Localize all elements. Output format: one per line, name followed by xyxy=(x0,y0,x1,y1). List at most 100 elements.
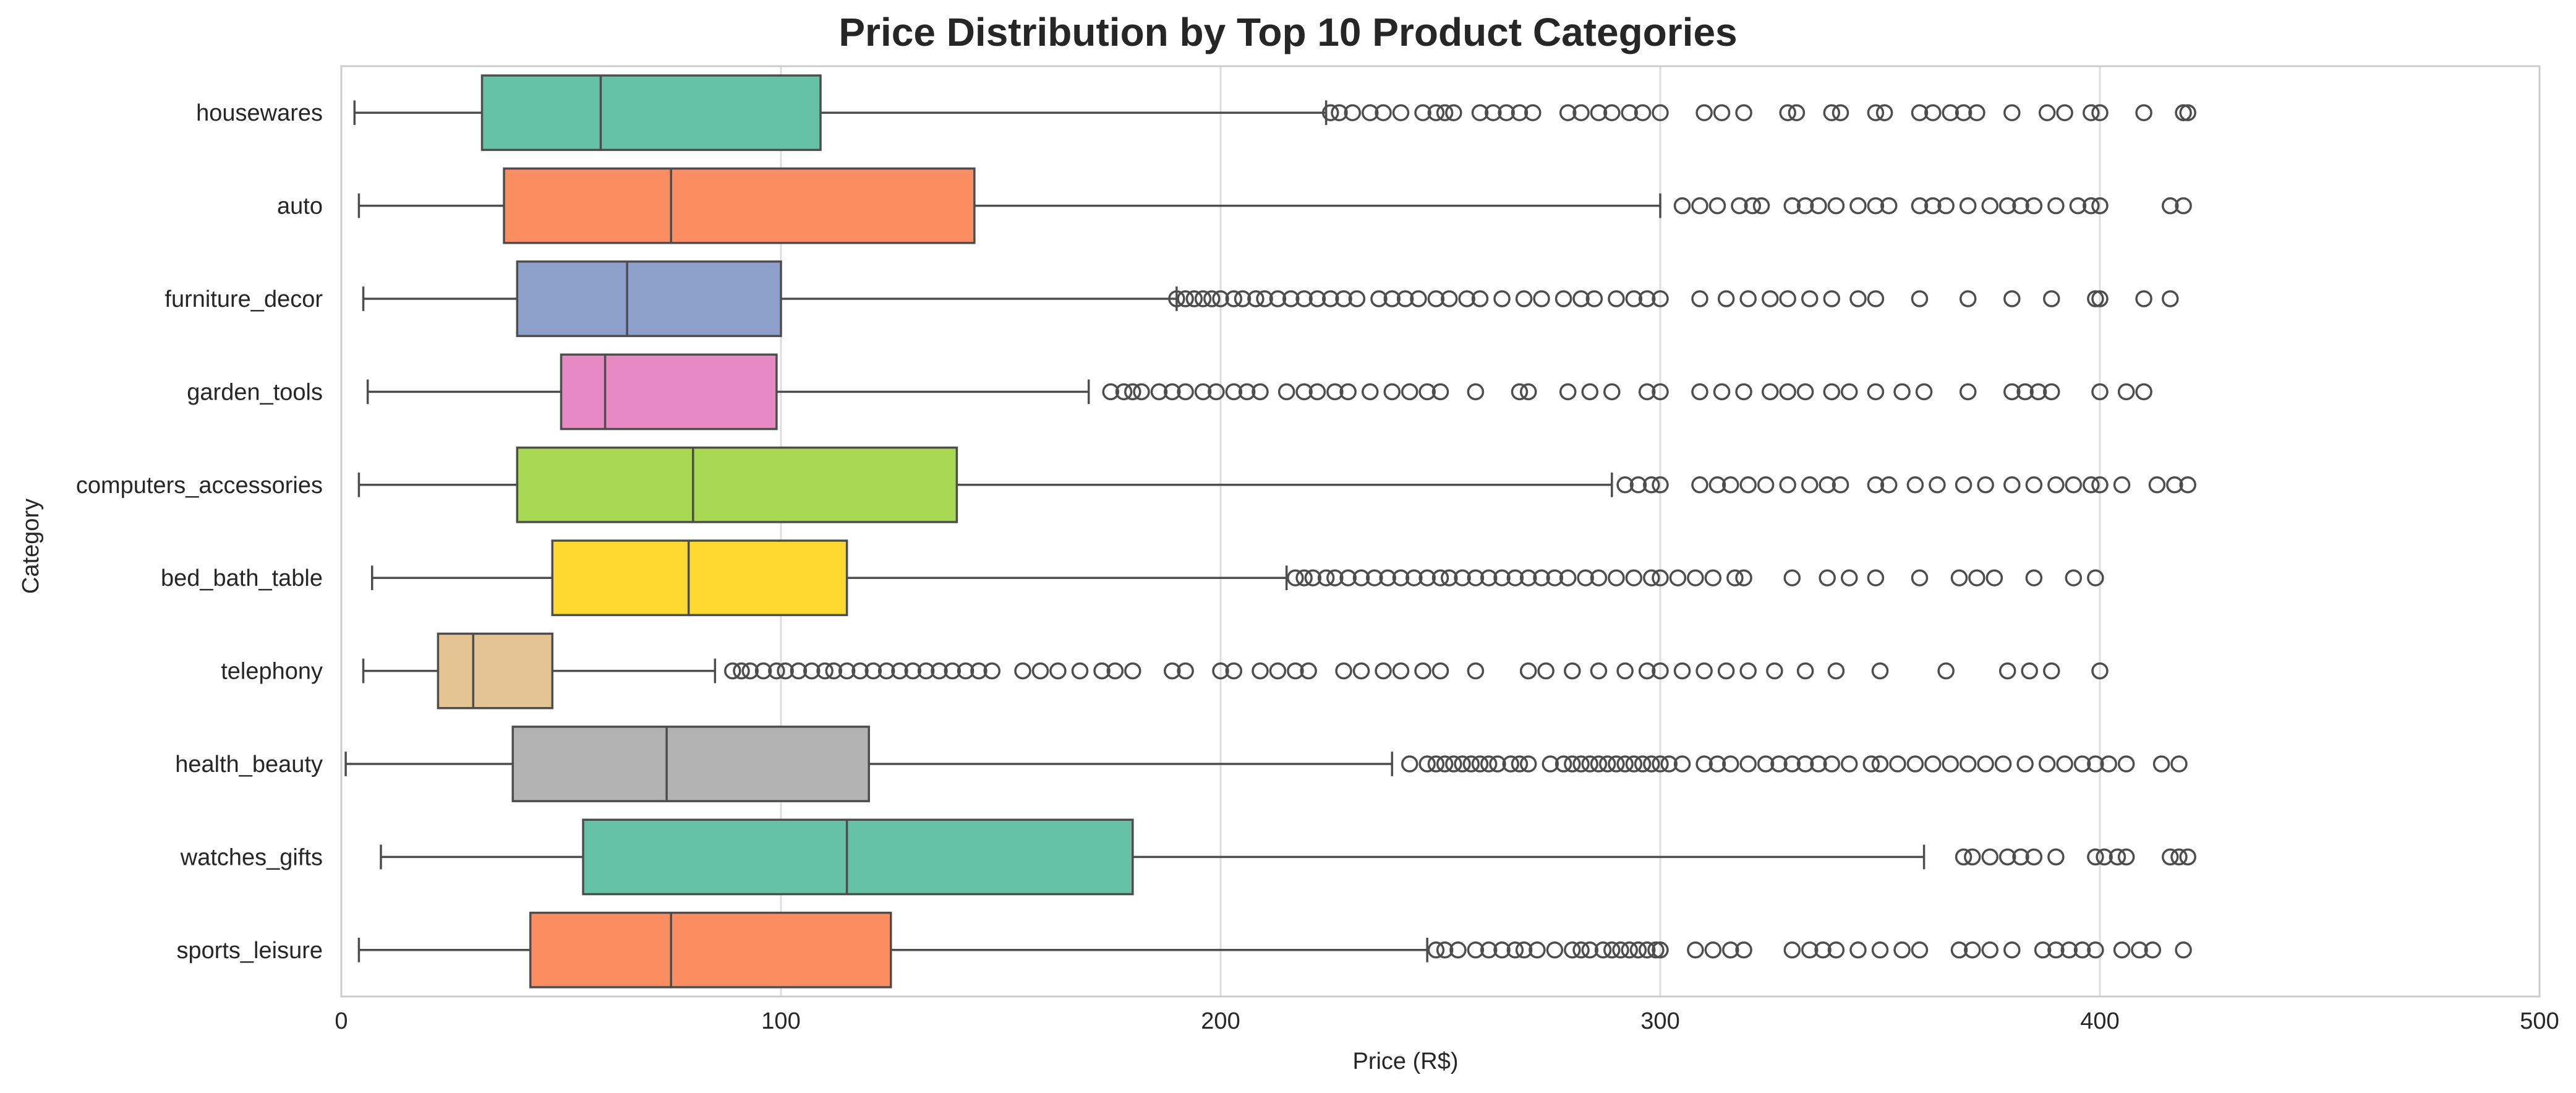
outlier-point xyxy=(2166,476,2183,494)
outlier-point xyxy=(1762,383,1779,401)
outlier-point xyxy=(1339,569,1357,586)
outlier-point xyxy=(1445,755,1462,773)
outlier-point xyxy=(1634,755,1652,773)
outlier-point xyxy=(1893,383,1911,401)
outlier-point xyxy=(1533,569,1550,586)
outlier-point xyxy=(2117,848,2135,866)
outlier-point xyxy=(1322,104,1339,121)
outlier-point xyxy=(1924,755,1942,773)
outlier-point xyxy=(1735,104,1752,121)
outlier-point xyxy=(1695,755,1713,773)
outlier-point xyxy=(1827,662,1845,680)
outlier-point xyxy=(1814,941,1832,959)
outlier-point xyxy=(1862,755,1880,773)
outlier-point xyxy=(1304,569,1322,586)
iqr-box xyxy=(511,726,870,802)
outlier-point xyxy=(1212,290,1229,307)
outlier-point xyxy=(1511,104,1529,121)
outlier-point xyxy=(1942,104,1960,121)
outlier-point xyxy=(1722,941,1739,959)
outlier-point xyxy=(1871,755,1889,773)
outlier-point xyxy=(1515,941,1533,959)
outlier-point xyxy=(1431,383,1449,401)
outlier-point xyxy=(1361,383,1379,401)
outlier-point xyxy=(1823,104,1841,121)
outlier-point xyxy=(1981,197,1998,215)
outlier-point xyxy=(1352,569,1370,586)
outlier-point xyxy=(1436,755,1454,773)
outlier-point xyxy=(1629,941,1647,959)
outlier-point xyxy=(1717,290,1735,307)
outlier-point xyxy=(1212,662,1229,680)
outlier-point xyxy=(1621,941,1638,959)
outlier-point xyxy=(1634,104,1652,121)
outlier-point xyxy=(1871,662,1889,680)
outlier-point xyxy=(1779,104,1796,121)
outlier-point xyxy=(1256,290,1273,307)
outlier-point xyxy=(2091,197,2109,215)
outlier-point xyxy=(1225,290,1243,307)
category-label: computers_accessories xyxy=(76,473,323,499)
outlier-point xyxy=(1783,755,1801,773)
outlier-point xyxy=(777,662,794,680)
outlier-point xyxy=(1485,104,1502,121)
outlier-point xyxy=(1308,290,1326,307)
outlier-point xyxy=(1827,941,1845,959)
outlier-point xyxy=(2179,848,2196,866)
outlier-point xyxy=(1317,569,1335,586)
outlier-point xyxy=(1744,197,1762,215)
outlier-point xyxy=(1581,941,1598,959)
outlier-point xyxy=(1308,383,1326,401)
outlier-point xyxy=(1770,755,1788,773)
outlier-point xyxy=(2025,569,2043,586)
outlier-point xyxy=(1436,104,1454,121)
outlier-point xyxy=(1708,476,1726,494)
outlier-point xyxy=(1164,383,1181,401)
plot-area-frame xyxy=(340,65,2541,998)
outlier-point xyxy=(2131,941,2148,959)
category-label: auto xyxy=(277,194,323,220)
outlier-point xyxy=(1810,197,1827,215)
outlier-point xyxy=(1739,755,1757,773)
box-furniture_decor xyxy=(362,260,2179,337)
outlier-point xyxy=(1638,941,1656,959)
outlier-point xyxy=(1823,383,1841,401)
outlier-point xyxy=(803,662,821,680)
outlier-point xyxy=(1414,104,1431,121)
outlier-point xyxy=(1801,290,1819,307)
outlier-point xyxy=(1375,104,1392,121)
outlier-point xyxy=(1572,941,1590,959)
outlier-point xyxy=(2144,941,2162,959)
outlier-point xyxy=(1889,755,1906,773)
outlier-point xyxy=(2065,569,2083,586)
outlier-point xyxy=(1819,476,1836,494)
outlier-point xyxy=(1959,755,1977,773)
outlier-point xyxy=(1625,569,1643,586)
outlier-point xyxy=(1616,755,1634,773)
x-tick-label: 300 xyxy=(1640,1008,1679,1034)
outlier-point xyxy=(2113,476,2131,494)
outlier-point xyxy=(1480,941,1498,959)
outlier-point xyxy=(1691,476,1708,494)
outlier-point xyxy=(2087,290,2104,307)
outlier-point xyxy=(1287,662,1304,680)
outlier-point xyxy=(1911,569,1929,586)
outlier-point xyxy=(1405,569,1423,586)
outlier-point xyxy=(2047,941,2065,959)
outlier-point xyxy=(1796,197,1814,215)
outlier-point xyxy=(1458,290,1475,307)
outlier-point xyxy=(1801,941,1819,959)
outlier-point xyxy=(1203,290,1221,307)
outlier-point xyxy=(1238,383,1256,401)
outlier-point xyxy=(1335,662,1352,680)
outlier-point xyxy=(825,662,843,680)
x-axis-label: Price (R$) xyxy=(1352,1048,1458,1074)
outlier-point xyxy=(1832,476,1849,494)
outlier-point xyxy=(1287,569,1304,586)
outlier-point xyxy=(1493,569,1511,586)
outlier-point xyxy=(816,662,834,680)
outlier-point xyxy=(1840,383,1858,401)
outlier-point xyxy=(1717,662,1735,680)
outlier-point xyxy=(2162,197,2179,215)
outlier-point xyxy=(1929,476,1946,494)
